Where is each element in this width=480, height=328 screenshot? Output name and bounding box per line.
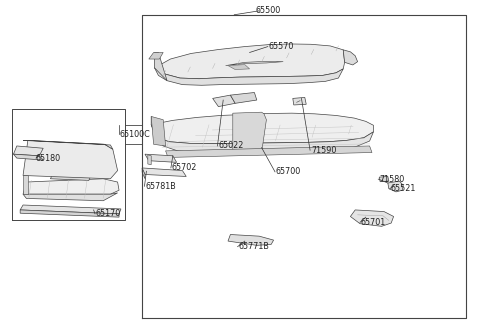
Polygon shape: [23, 175, 28, 194]
Polygon shape: [151, 125, 373, 153]
Polygon shape: [23, 193, 118, 201]
Polygon shape: [213, 95, 235, 107]
Polygon shape: [151, 116, 166, 146]
Polygon shape: [166, 146, 372, 157]
Text: 71590: 71590: [311, 146, 336, 155]
Polygon shape: [50, 169, 94, 180]
Text: 65570: 65570: [269, 42, 294, 51]
Polygon shape: [228, 235, 274, 245]
Polygon shape: [23, 140, 113, 149]
Polygon shape: [53, 159, 94, 171]
Text: 65521: 65521: [391, 184, 416, 194]
Polygon shape: [142, 168, 145, 179]
Polygon shape: [13, 154, 43, 160]
Polygon shape: [151, 116, 163, 146]
Text: 65701: 65701: [361, 218, 386, 227]
Text: 65100C: 65100C: [119, 130, 150, 139]
Polygon shape: [145, 154, 177, 162]
Polygon shape: [226, 61, 283, 66]
Polygon shape: [151, 113, 373, 144]
Polygon shape: [149, 52, 163, 59]
Polygon shape: [20, 210, 119, 217]
Polygon shape: [155, 52, 167, 81]
Polygon shape: [148, 155, 151, 165]
Text: 65022: 65022: [218, 141, 244, 151]
Text: 65771B: 65771B: [239, 242, 269, 251]
Polygon shape: [379, 176, 389, 182]
Text: 71580: 71580: [379, 174, 405, 184]
Polygon shape: [293, 97, 306, 105]
Polygon shape: [343, 50, 358, 65]
Polygon shape: [233, 112, 266, 153]
Polygon shape: [155, 68, 343, 85]
Polygon shape: [13, 146, 43, 156]
Polygon shape: [230, 92, 257, 103]
Text: 65700: 65700: [276, 167, 301, 176]
Text: 65170: 65170: [95, 209, 120, 218]
Text: 65180: 65180: [36, 154, 61, 163]
Polygon shape: [350, 210, 394, 226]
Polygon shape: [23, 179, 119, 194]
Polygon shape: [228, 65, 250, 70]
Polygon shape: [155, 44, 345, 79]
Text: 65781B: 65781B: [145, 182, 176, 191]
Polygon shape: [142, 168, 186, 176]
Text: 65702: 65702: [172, 163, 197, 173]
Polygon shape: [23, 140, 118, 179]
Polygon shape: [20, 205, 121, 214]
Text: 65500: 65500: [255, 6, 280, 15]
Polygon shape: [388, 181, 403, 192]
